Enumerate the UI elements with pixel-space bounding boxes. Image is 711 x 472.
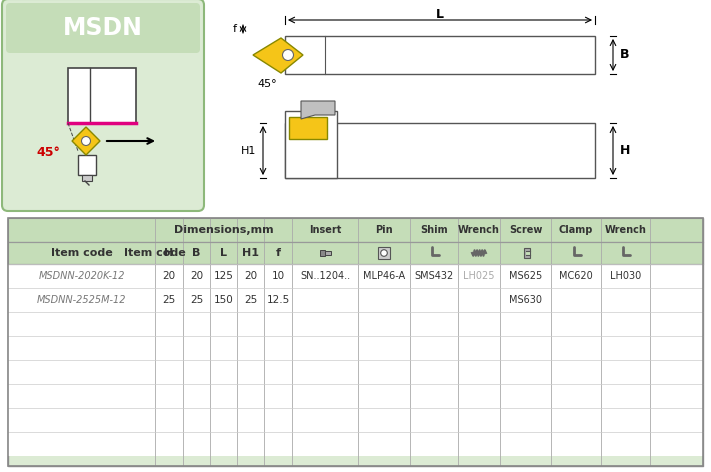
Bar: [78, 155, 96, 175]
Text: 12.5: 12.5: [267, 295, 289, 305]
Text: B: B: [620, 49, 629, 61]
Text: H1: H1: [240, 145, 256, 155]
Bar: [8, 432, 703, 456]
Text: 20: 20: [190, 271, 203, 281]
Polygon shape: [72, 127, 100, 155]
Text: H: H: [620, 144, 631, 157]
Text: Item code: Item code: [124, 248, 186, 258]
Text: MSDNN-2525M-12: MSDNN-2525M-12: [37, 295, 127, 305]
Bar: [524, 248, 530, 258]
Bar: [8, 312, 703, 336]
Bar: [285, 36, 595, 74]
Text: 20: 20: [162, 271, 176, 281]
Bar: [8, 336, 703, 360]
Text: Wrench: Wrench: [458, 225, 500, 235]
Text: SMS432: SMS432: [415, 271, 454, 281]
Text: 45°: 45°: [257, 79, 277, 89]
Text: MLP46-A: MLP46-A: [363, 271, 405, 281]
Text: LH025: LH025: [464, 271, 495, 281]
Text: f: f: [275, 248, 281, 258]
Bar: [8, 288, 703, 312]
Text: 25: 25: [190, 295, 203, 305]
Circle shape: [282, 50, 294, 60]
Text: MSDNN-2020K-12: MSDNN-2020K-12: [38, 271, 124, 281]
Text: MC620: MC620: [559, 271, 593, 281]
Bar: [378, 247, 390, 259]
Text: B: B: [192, 248, 201, 258]
Text: Screw: Screw: [509, 225, 542, 235]
Text: MSDN: MSDN: [63, 16, 143, 40]
Bar: [325, 251, 331, 255]
Text: H1: H1: [242, 248, 259, 258]
Bar: [320, 250, 325, 256]
FancyBboxPatch shape: [6, 3, 200, 53]
Bar: [285, 123, 595, 178]
Bar: [8, 218, 703, 242]
Polygon shape: [253, 38, 303, 73]
Text: 125: 125: [213, 271, 233, 281]
Text: Shim: Shim: [420, 225, 448, 235]
Text: Pin: Pin: [375, 225, 392, 235]
Bar: [8, 408, 703, 432]
Text: L: L: [436, 8, 444, 20]
Text: Item code: Item code: [50, 248, 112, 258]
Text: 45°: 45°: [36, 146, 60, 160]
Text: L: L: [220, 248, 227, 258]
Bar: [285, 111, 337, 178]
Text: H: H: [164, 248, 173, 258]
Text: Dimensions,mm: Dimensions,mm: [173, 225, 273, 235]
Text: Wrench: Wrench: [604, 225, 646, 235]
Bar: [8, 264, 703, 288]
Polygon shape: [289, 117, 327, 139]
Text: SN..1204..: SN..1204..: [300, 271, 350, 281]
Circle shape: [380, 250, 387, 256]
Bar: [82, 175, 92, 181]
Bar: [8, 218, 703, 466]
Bar: [8, 242, 703, 264]
Circle shape: [82, 136, 90, 145]
Text: Clamp: Clamp: [559, 225, 593, 235]
Bar: [8, 384, 703, 408]
Bar: [8, 218, 703, 466]
Text: 20: 20: [244, 271, 257, 281]
Text: 25: 25: [162, 295, 176, 305]
Bar: [8, 360, 703, 384]
Text: 150: 150: [213, 295, 233, 305]
Text: 25: 25: [244, 295, 257, 305]
Text: Insert: Insert: [309, 225, 341, 235]
FancyBboxPatch shape: [2, 0, 204, 211]
Polygon shape: [301, 101, 335, 119]
Text: MS625: MS625: [509, 271, 542, 281]
Bar: [526, 251, 530, 255]
Text: LH030: LH030: [610, 271, 641, 281]
Text: MS630: MS630: [509, 295, 542, 305]
Text: f: f: [233, 24, 237, 34]
Text: 10: 10: [272, 271, 284, 281]
Bar: [68, 68, 136, 123]
